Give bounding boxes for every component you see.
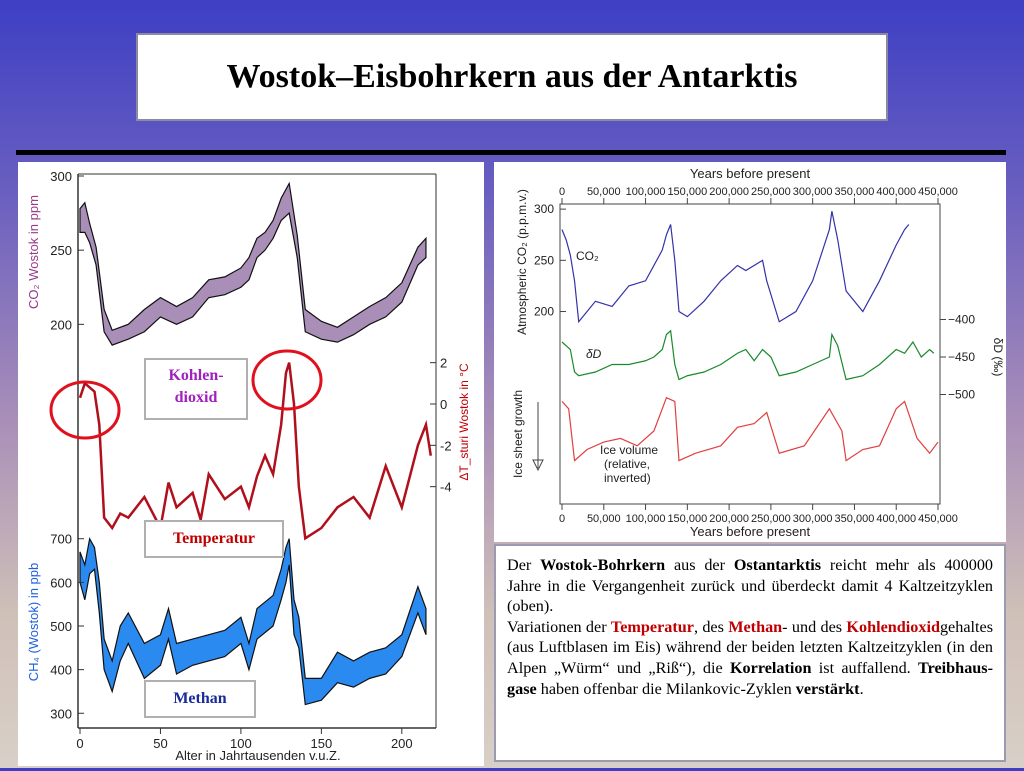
ch4-tick-label: 400 (50, 663, 72, 678)
rc-co2-tick-label: 300 (534, 202, 554, 216)
rc-top-tick-label: 0 (559, 186, 565, 198)
description-paragraph-1: Der Wostok-Bohrkern aus der Ostantarktis… (507, 555, 993, 617)
rc-co2-axis-label: Atmospheric CO₂ (p.p.m.v.) (515, 189, 529, 335)
rc-dd-label: δD (586, 347, 602, 361)
temp-tick-label: 0 (440, 397, 447, 412)
temp-tick-label: -4 (440, 480, 452, 495)
ch4-tick-label: 300 (50, 706, 72, 721)
rc-bottom-tick-label: 450,000 (918, 513, 958, 525)
x-tick-label: 150 (311, 736, 333, 751)
highlight-circle-left (49, 380, 121, 440)
rc-co2-tick-label: 250 (534, 253, 554, 267)
rc-dd-axis-label: δD (‰) (991, 338, 1005, 377)
rc-bottom-tick-label: 150,000 (667, 513, 707, 525)
right-chart-panel: Years before present Years before presen… (494, 162, 1006, 542)
p2-segment-10: haben offenbar die Milankovic-Zyklen (536, 679, 796, 698)
rc-top-tick-label: 200,000 (709, 186, 749, 198)
rc-bottom-tick-label: 250,000 (751, 513, 791, 525)
rc-dd-tick-label: −500 (948, 388, 975, 402)
highlight-circle-right (251, 349, 323, 411)
rc-co2-label: CO₂ (576, 249, 599, 263)
rc-dd-tick-label: −400 (948, 313, 975, 327)
right-top-axis-title: Years before present (690, 166, 811, 181)
right-chart: Years before present Years before presen… (511, 166, 1005, 539)
rc-top-tick-label: 50,000 (587, 186, 621, 198)
rc-co2-tick-label: 200 (534, 305, 554, 319)
rc-top-tick-label: 400,000 (876, 186, 916, 198)
p1-segment-2: aus der (665, 556, 734, 574)
right-plot-frame (559, 203, 941, 505)
co2-tick-label: 200 (50, 317, 72, 332)
p2-segment-7: Korrelation (729, 658, 812, 677)
p2-segment-0: Variationen der (507, 617, 611, 636)
title-box: Wostok–Eisbohrkern aus der Antarktis (136, 33, 888, 121)
x-tick-label: 50 (153, 736, 167, 751)
divider (16, 150, 1006, 155)
rc-ice-label-3: inverted) (604, 471, 651, 485)
rc-top-tick-label: 100,000 (626, 186, 666, 198)
p2-segment-2: , des (693, 617, 729, 636)
p2-segment-3: Methan (728, 617, 783, 636)
temp-tick-label: 2 (440, 356, 447, 371)
ch4-tick-label: 700 (50, 532, 72, 547)
x-axis-label: Alter in Jahrtausenden v.u.Z. (175, 748, 340, 763)
ch4-tick-label: 500 (50, 619, 72, 634)
rc-top-tick-label: 450,000 (918, 186, 958, 198)
rc-ice-label-2: (relative, (604, 457, 650, 471)
rc-dd-line (561, 329, 935, 381)
description-paragraph-2: Variationen der Temperatur, des Methan- … (507, 617, 993, 699)
rc-co2-line (561, 211, 910, 324)
rc-bottom-tick-label: 200,000 (709, 513, 749, 525)
co2-label: Kohlen- dioxid (144, 358, 248, 420)
p1-segment-4: reicht mehr als 400000 Jahre in die Verg… (507, 556, 994, 616)
co2-tick-label: 250 (50, 243, 72, 258)
x-tick-label: 100 (230, 736, 252, 751)
ch4-tick-label: 600 (50, 575, 72, 590)
p2-segment-9: Treibhaus-gase (507, 658, 993, 698)
p1-segment-3: Ostantarktis (733, 556, 822, 574)
ch4-axis-label: CH₄ (Wostok) in ppb (26, 563, 41, 682)
page-title: Wostok–Eisbohrkern aus der Antarktis (226, 58, 798, 95)
rc-top-tick-label: 250,000 (751, 186, 791, 198)
rc-bottom-tick-label: 300,000 (793, 513, 833, 525)
p2-segment-8: ist auffallend. (811, 658, 919, 677)
methane-label: Methan (144, 680, 256, 718)
rc-top-tick-label: 350,000 (835, 186, 875, 198)
description-box: Der Wostok-Bohrkern aus der Ostantarktis… (494, 544, 1006, 762)
p2-segment-11: verstärkt (795, 679, 860, 698)
p1-segment-1: Wostok-Bohrkern (540, 556, 666, 574)
co2-tick-label: 300 (50, 169, 72, 184)
rc-ice-axis-label: Ice sheet growth (511, 390, 525, 478)
rc-bottom-tick-label: 0 (559, 513, 565, 525)
rc-bottom-tick-label: 50,000 (587, 513, 621, 525)
temp-axis-label: ΔT_sturi Wostok in °C (457, 363, 471, 481)
methane-band (79, 536, 427, 706)
p1-segment-0: Der (507, 556, 541, 574)
left-chart: 0 50 100 150 200 300 250 200 2 0 -2 -4 700 600 500 400 3… (26, 169, 471, 763)
p2-segment-4: - und des (782, 617, 847, 636)
x-tick-label: 0 (76, 736, 83, 751)
rc-top-tick-label: 300,000 (793, 186, 833, 198)
right-bottom-axis-title: Years before present (690, 524, 811, 539)
rc-ice-label-1: Ice volume (600, 443, 658, 457)
ice-arrow-head (532, 459, 544, 472)
co2-band (79, 181, 427, 346)
temperature-line (78, 362, 433, 541)
rc-bottom-tick-label: 350,000 (835, 513, 875, 525)
rc-ice-line (561, 396, 939, 462)
rc-bottom-tick-label: 400,000 (876, 513, 916, 525)
temperature-label: Temperatur (144, 520, 284, 558)
x-tick-label: 200 (391, 736, 413, 751)
p2-segment-1: Temperatur (610, 617, 694, 636)
p2-segment-5: Kohlendioxid (846, 617, 940, 636)
p2-segment-6: gehaltes (aus Luftblasen im Eis) während… (507, 617, 993, 677)
co2-axis-label: CO₂ Wostok in ppm (26, 195, 41, 309)
rc-top-tick-label: 150,000 (667, 186, 707, 198)
rc-dd-tick-label: −450 (948, 350, 975, 364)
temp-tick-label: -2 (440, 438, 452, 453)
rc-bottom-tick-label: 100,000 (626, 513, 666, 525)
p2-segment-12: . (859, 679, 864, 698)
left-chart-panel: 0 50 100 150 200 300 250 200 2 0 -2 -4 700 600 500 400 3… (18, 162, 484, 766)
